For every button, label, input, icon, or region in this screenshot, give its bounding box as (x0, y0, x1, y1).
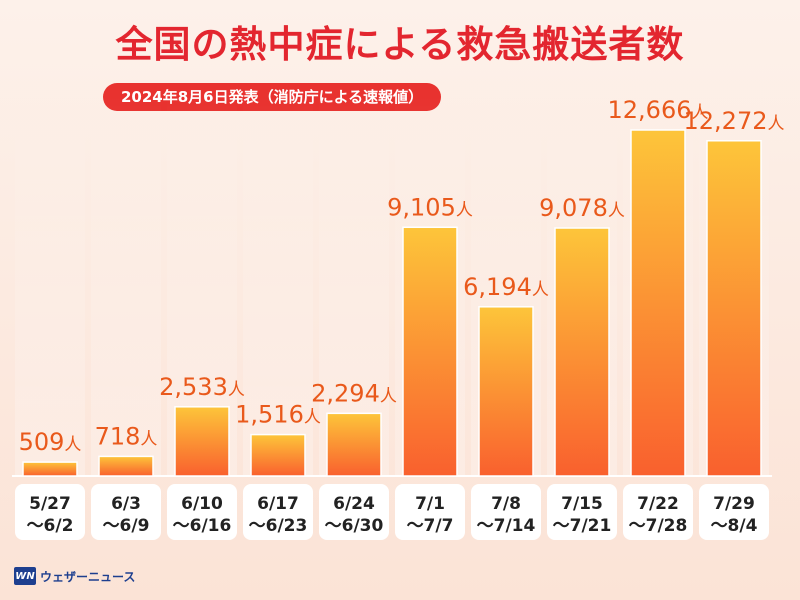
x-tick-label: ～7/14 (477, 516, 536, 536)
x-tick-label: ～7/7 (407, 516, 454, 536)
chart-title: 全国の熱中症による救急搬送者数 (115, 23, 685, 66)
category-label-box (699, 484, 769, 540)
x-tick-label: ～6/30 (325, 516, 384, 536)
x-tick-label: 6/3 (111, 494, 141, 514)
x-tick-label: ～6/16 (173, 516, 232, 536)
bar (326, 412, 382, 477)
category-label-box (243, 484, 313, 540)
x-tick-label: ～7/21 (553, 516, 612, 536)
category-label-box (623, 484, 693, 540)
column-band (243, 95, 313, 476)
x-tick-label: ～8/4 (711, 516, 758, 536)
bar (630, 129, 686, 477)
bar (98, 455, 154, 477)
x-tick-label: 6/17 (257, 494, 299, 514)
x-tick-label: ～6/2 (27, 516, 74, 536)
category-label-box (91, 484, 161, 540)
x-tick-label: 7/8 (491, 494, 521, 514)
data-label: 2,533人 (159, 373, 245, 401)
x-tick-label: 7/29 (713, 494, 755, 514)
bar (706, 140, 762, 477)
logo-mark-icon: WN (14, 567, 36, 585)
category-label-box (319, 484, 389, 540)
column-band (319, 95, 389, 476)
x-tick-label: 7/1 (415, 494, 445, 514)
category-label-box (471, 484, 541, 540)
category-label-box (547, 484, 617, 540)
x-tick-label: ～6/9 (103, 516, 150, 536)
column-band (91, 95, 161, 476)
data-label: 2,294人 (311, 379, 397, 407)
column-band (15, 95, 85, 476)
category-label-box (15, 484, 85, 540)
data-label: 9,105人 (387, 193, 473, 221)
x-tick-label: 6/24 (333, 494, 375, 514)
x-tick-label: 7/15 (561, 494, 603, 514)
bar (402, 226, 458, 477)
category-label-box (395, 484, 465, 540)
logo-text: ウェザーニュース (40, 569, 136, 584)
bar (174, 406, 230, 477)
x-tick-label: 6/10 (181, 494, 223, 514)
bar (250, 433, 306, 477)
data-label: 1,516人 (235, 401, 321, 429)
bar (554, 227, 610, 477)
bar (22, 461, 78, 477)
data-label: 718人 (95, 422, 158, 450)
x-tick-label: ～7/28 (629, 516, 688, 536)
x-tick-label: 7/22 (637, 494, 679, 514)
bar (478, 306, 534, 477)
data-label: 12,272人 (684, 107, 785, 135)
weathernews-logo: WN ウェザーニュース (14, 566, 135, 586)
data-label: 12,666人 (608, 96, 709, 124)
x-tick-label: 5/27 (29, 494, 71, 514)
data-label: 509人 (19, 428, 82, 456)
category-label-box (167, 484, 237, 540)
data-label: 6,194人 (463, 273, 549, 301)
data-label: 9,078人 (539, 194, 625, 222)
x-tick-label: ～6/23 (249, 516, 308, 536)
